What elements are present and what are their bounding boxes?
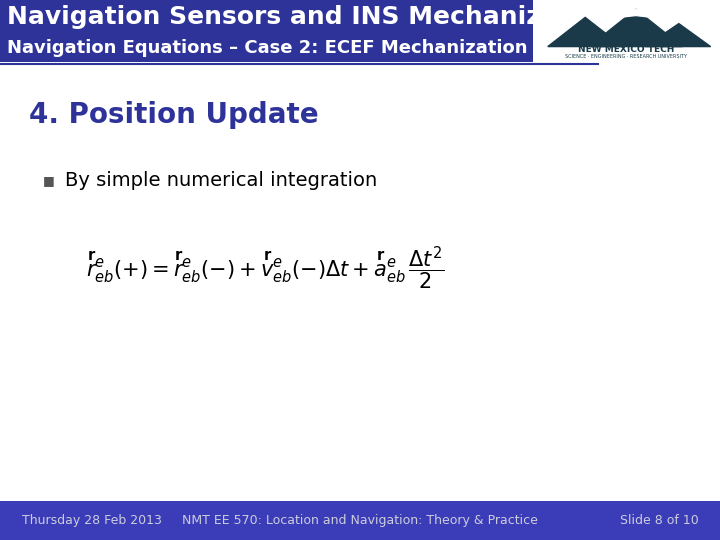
Text: Thursday 28 Feb 2013: Thursday 28 Feb 2013	[22, 514, 161, 527]
Polygon shape	[645, 24, 711, 46]
FancyBboxPatch shape	[0, 0, 720, 62]
FancyBboxPatch shape	[0, 501, 720, 540]
Text: Navigation Equations – Case 2: ECEF Mechanization: Navigation Equations – Case 2: ECEF Mech…	[7, 39, 528, 57]
Polygon shape	[589, 9, 683, 46]
Text: By simple numerical integration: By simple numerical integration	[65, 171, 377, 190]
Text: NEW MEXICO TECH: NEW MEXICO TECH	[578, 45, 675, 54]
Text: ■: ■	[43, 174, 55, 187]
Text: $\overset{\mathbf{r}}{r}{}^{e}_{eb}(+) = \overset{\mathbf{r}}{r}{}^{e}_{eb}(-) +: $\overset{\mathbf{r}}{r}{}^{e}_{eb}(+) =…	[86, 245, 445, 292]
Polygon shape	[619, 9, 652, 17]
Text: Slide 8 of 10: Slide 8 of 10	[620, 514, 698, 527]
Polygon shape	[548, 17, 623, 46]
Text: NMT EE 570: Location and Navigation: Theory & Practice: NMT EE 570: Location and Navigation: The…	[182, 514, 538, 527]
Text: Navigation Sensors and INS Mechanization: Navigation Sensors and INS Mechanization	[7, 5, 614, 29]
Text: SCIENCE · ENGINEERING · RESEARCH UNIVERSITY: SCIENCE · ENGINEERING · RESEARCH UNIVERS…	[565, 54, 688, 59]
FancyBboxPatch shape	[533, 0, 720, 62]
Text: 4. Position Update: 4. Position Update	[29, 101, 318, 129]
